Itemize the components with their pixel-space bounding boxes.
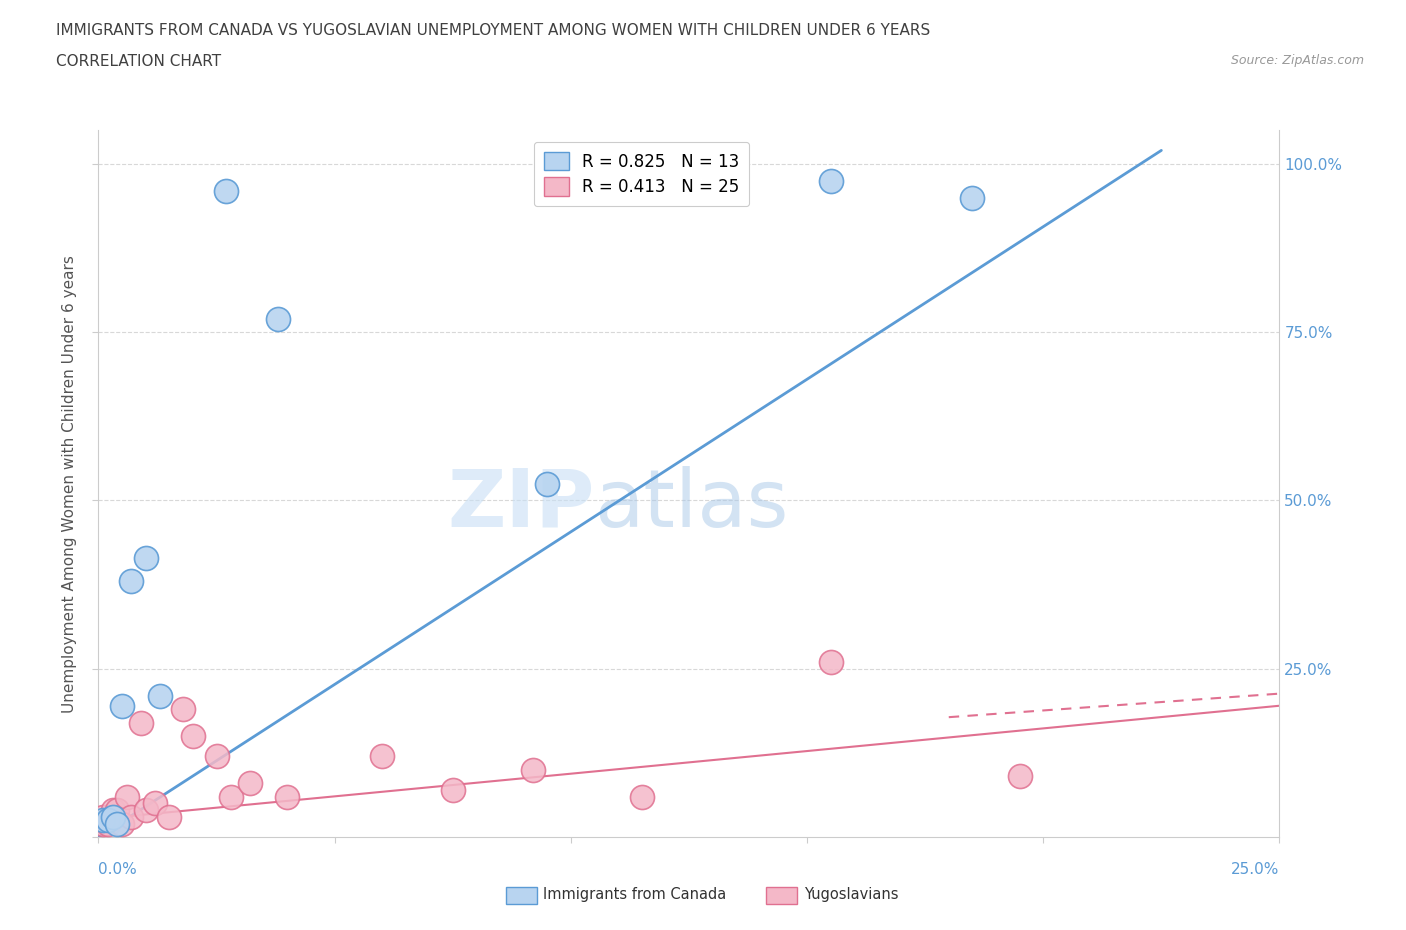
Point bbox=[121, 809, 143, 824]
Point bbox=[157, 809, 180, 824]
Point bbox=[105, 817, 128, 831]
Point bbox=[371, 749, 394, 764]
Point bbox=[522, 763, 544, 777]
Point bbox=[219, 790, 242, 804]
Point bbox=[101, 809, 124, 824]
Point bbox=[441, 782, 464, 797]
Text: ZIP: ZIP bbox=[447, 466, 595, 544]
Point bbox=[630, 790, 652, 804]
Point bbox=[149, 688, 172, 703]
Point bbox=[121, 574, 143, 589]
Text: atlas: atlas bbox=[595, 466, 789, 544]
Point bbox=[111, 817, 134, 831]
Point bbox=[215, 183, 238, 198]
Text: Source: ZipAtlas.com: Source: ZipAtlas.com bbox=[1230, 54, 1364, 67]
Text: 25.0%: 25.0% bbox=[1232, 862, 1279, 877]
Point bbox=[91, 817, 114, 831]
Text: IMMIGRANTS FROM CANADA VS YUGOSLAVIAN UNEMPLOYMENT AMONG WOMEN WITH CHILDREN UND: IMMIGRANTS FROM CANADA VS YUGOSLAVIAN UN… bbox=[56, 23, 931, 38]
Point bbox=[97, 817, 120, 831]
Text: Yugoslavians: Yugoslavians bbox=[804, 887, 898, 902]
Point bbox=[129, 715, 152, 730]
Point bbox=[91, 813, 114, 828]
Point bbox=[820, 173, 842, 188]
Text: Immigrants from Canada: Immigrants from Canada bbox=[543, 887, 725, 902]
Text: CORRELATION CHART: CORRELATION CHART bbox=[56, 54, 221, 69]
Point bbox=[101, 803, 124, 817]
Point bbox=[276, 790, 298, 804]
Point bbox=[105, 803, 128, 817]
Point bbox=[172, 701, 194, 716]
Y-axis label: Unemployment Among Women with Children Under 6 years: Unemployment Among Women with Children U… bbox=[62, 255, 77, 712]
Point bbox=[111, 698, 134, 713]
Point bbox=[143, 796, 166, 811]
Text: 0.0%: 0.0% bbox=[98, 862, 138, 877]
Point bbox=[536, 476, 558, 491]
Point bbox=[267, 312, 290, 326]
Point bbox=[135, 551, 157, 565]
Point bbox=[101, 809, 124, 824]
Point bbox=[115, 790, 138, 804]
Point bbox=[181, 728, 204, 743]
Point bbox=[135, 803, 157, 817]
Point bbox=[1008, 769, 1031, 784]
Point bbox=[820, 655, 842, 670]
Point bbox=[205, 749, 228, 764]
Point bbox=[91, 809, 114, 824]
Point bbox=[97, 813, 120, 828]
Legend: R = 0.825   N = 13, R = 0.413   N = 25: R = 0.825 N = 13, R = 0.413 N = 25 bbox=[534, 142, 749, 206]
Point bbox=[239, 776, 262, 790]
Point bbox=[962, 190, 984, 205]
